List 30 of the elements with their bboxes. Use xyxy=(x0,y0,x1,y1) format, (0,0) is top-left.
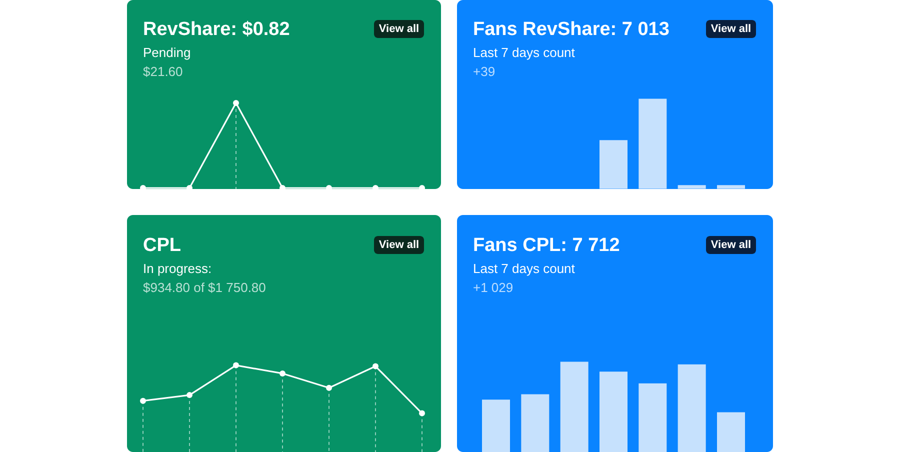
text: View all xyxy=(710,239,752,251)
chart-subtitle: In progress: xyxy=(143,261,212,276)
chart-title: Fans RevShare: 7 013 xyxy=(473,19,670,40)
point xyxy=(372,363,378,370)
point xyxy=(419,410,425,416)
bar xyxy=(600,372,628,452)
bar xyxy=(678,364,706,452)
chart-title: Fans CPL: 7 712 xyxy=(473,235,620,256)
chart-subtitle: Pending xyxy=(143,45,191,60)
text: +1 029 xyxy=(473,280,514,295)
chart-subtitle: Last 7 days count xyxy=(473,261,576,276)
chart-title: CPL xyxy=(143,235,182,256)
text: View all xyxy=(710,23,752,35)
point xyxy=(186,392,192,398)
point xyxy=(140,398,146,404)
text: $934.80 of $1 750.80 xyxy=(143,280,266,295)
chart-title: RevShare: $0.82 xyxy=(143,19,290,40)
point xyxy=(233,362,239,368)
bar xyxy=(717,412,745,452)
text: View all xyxy=(378,23,420,35)
bar xyxy=(560,362,588,452)
text: View all xyxy=(378,239,420,251)
point xyxy=(280,370,286,376)
bar xyxy=(638,383,667,452)
bar xyxy=(521,394,550,452)
chart-subtitle: Last 7 days count xyxy=(473,45,576,60)
bar xyxy=(482,400,510,452)
point xyxy=(326,384,332,391)
text: $21.60 xyxy=(143,64,183,79)
text: +39 xyxy=(473,64,496,79)
